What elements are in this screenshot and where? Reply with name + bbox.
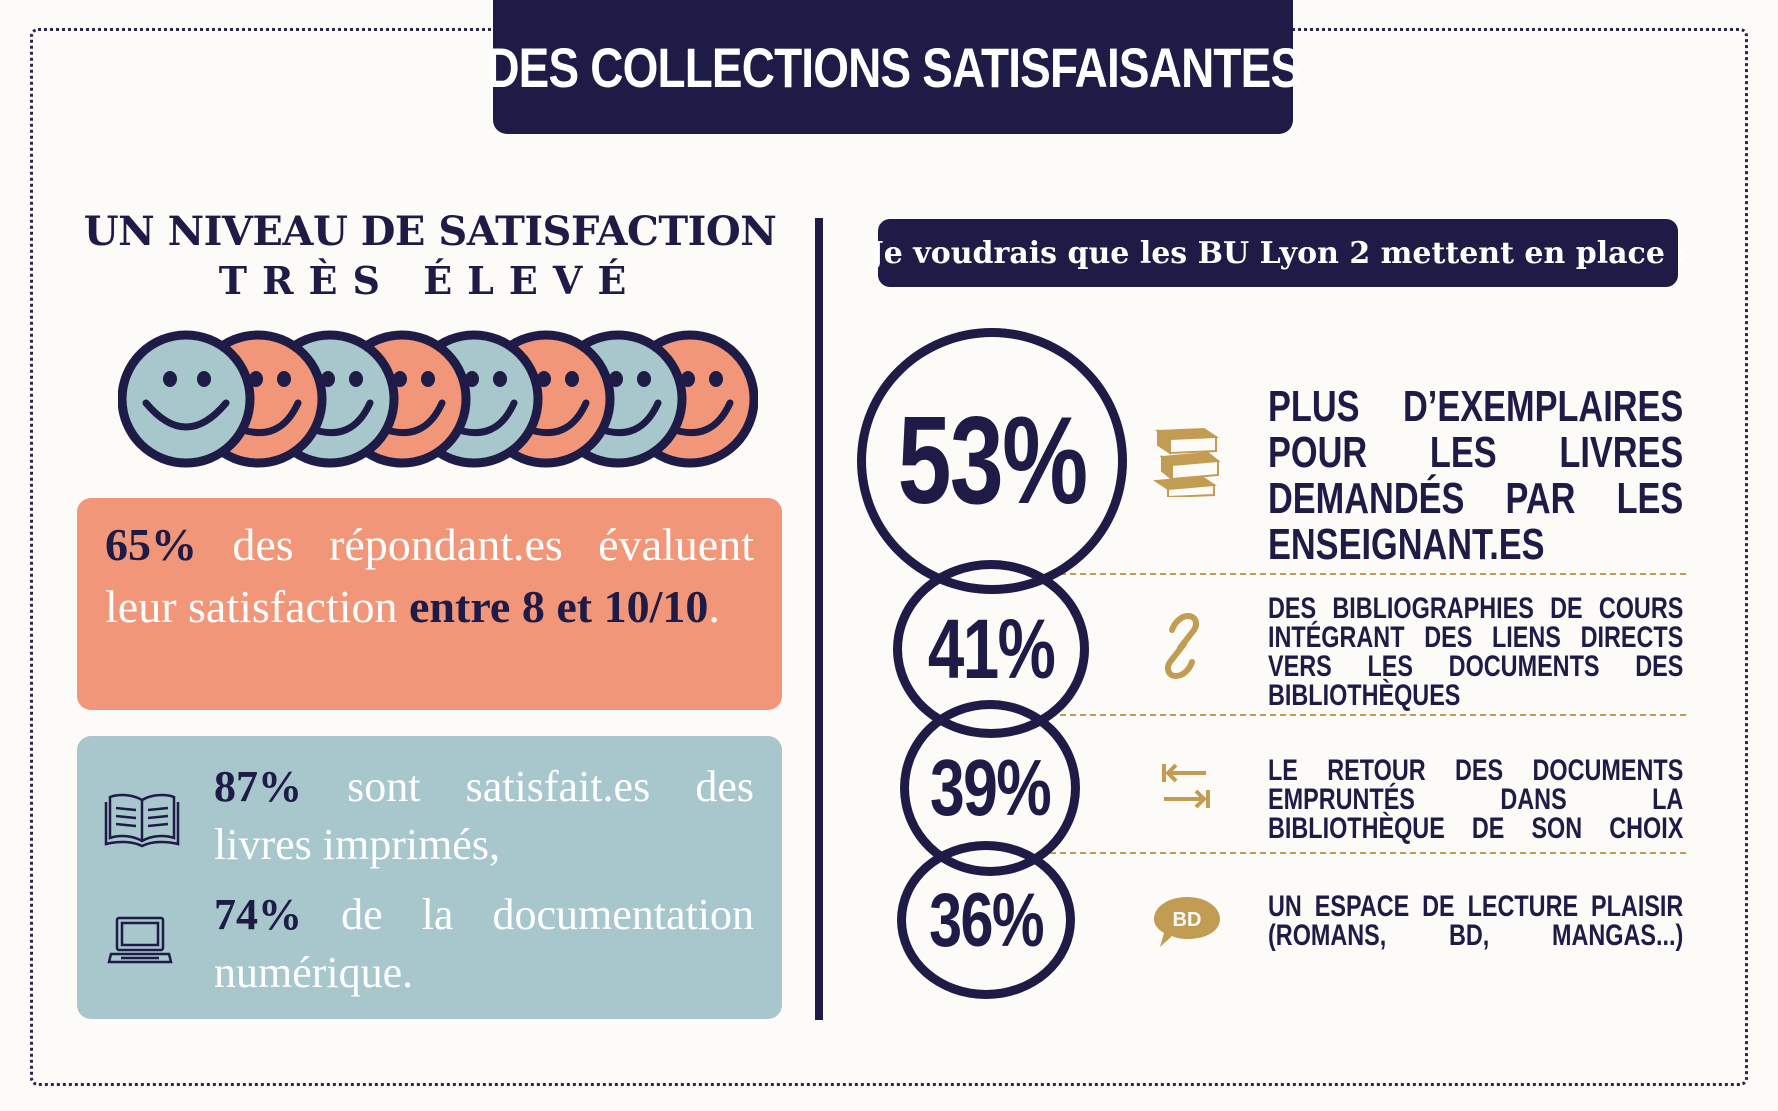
wish-heading: Je voudrais que les BU Lyon 2 mettent en… <box>870 219 1686 287</box>
printed-books-desc: sont satisfait.es des livres imprimés, <box>214 762 755 869</box>
pct-53: 53% <box>897 392 1088 530</box>
dashed-separator <box>1050 573 1686 575</box>
smiley-icon <box>118 330 255 468</box>
wish-item-3: LE RETOUR DES DOCUMENTS EMPRUNTÉS DANS L… <box>1268 754 1684 845</box>
satisfaction-box: 65% des répondant.es évaluent leur satis… <box>77 498 782 710</box>
bd-label: BD <box>1173 909 1202 931</box>
satisfaction-pct: 65% <box>105 519 197 570</box>
return-arrows-icon <box>1162 763 1210 809</box>
dashed-separator <box>1050 852 1686 854</box>
open-book-icon <box>104 793 180 848</box>
satisfaction-desc: des répondant.es évaluent leur satisfact… <box>105 519 754 632</box>
digital-docs-pct: 74% <box>214 890 302 939</box>
pct-39: 39% <box>929 743 1052 832</box>
speech-bubble-bd-icon: BD <box>1154 897 1220 947</box>
wish-item-2: DES BIBLIOGRAPHIES DE COURS INTÉGRANT DE… <box>1268 592 1684 712</box>
pct-36: 36% <box>929 877 1045 963</box>
page-title: DES COLLECTIONS SATISFAISANTES <box>486 35 1301 99</box>
wish-item-4: UN ESPACE DE LECTURE PLAISIR (ROMANS, BD… <box>1268 890 1684 952</box>
chain-link-icon <box>1165 613 1199 679</box>
digital-docs-desc: de la documentation numérique. <box>214 890 754 997</box>
laptop-icon <box>107 916 173 964</box>
circle-53: 53% <box>857 328 1127 594</box>
title-banner: DES COLLECTIONS SATISFAISANTES <box>486 0 1301 134</box>
wish-item-2-text: DES BIBLIOGRAPHIES DE COURS INTÉGRANT DE… <box>1268 592 1684 712</box>
smiley-row <box>118 330 758 468</box>
dashed-separator <box>1050 714 1686 716</box>
wish-heading-text: Je voudrais que les BU Lyon 2 mettent en… <box>869 235 1687 271</box>
satisfaction-text: 65% des répondant.es évaluent leur satis… <box>105 514 754 638</box>
satisfaction-end: . <box>708 581 720 632</box>
left-heading-line1: UN NIVEAU DE SATISFACTION <box>83 208 777 255</box>
books-stack-icon <box>1153 427 1221 497</box>
left-heading-line2: TRÈS ÉLEVÉ <box>218 258 642 303</box>
wish-item-1: PLUS D’EXEMPLAIRES POUR LES LIVRES DEMAN… <box>1268 384 1684 568</box>
collections-box: 87% sont satisfait.es des livres imprimé… <box>77 736 782 1019</box>
satisfaction-range: entre 8 et 10/10 <box>409 581 709 632</box>
wish-item-1-text: PLUS D’EXEMPLAIRES POUR LES LIVRES DEMAN… <box>1268 382 1684 569</box>
column-divider <box>815 218 823 1020</box>
wish-item-3-text: LE RETOUR DES DOCUMENTS EMPRUNTÉS DANS L… <box>1268 754 1684 845</box>
wish-item-4-text: UN ESPACE DE LECTURE PLAISIR (ROMANS, BD… <box>1268 890 1684 952</box>
digital-docs-text: 74% de la documentation numérique. <box>214 886 754 1002</box>
printed-books-pct: 87% <box>214 762 302 811</box>
pct-41: 41% <box>927 601 1056 696</box>
printed-books-text: 87% sont satisfait.es des livres imprimé… <box>214 758 754 874</box>
